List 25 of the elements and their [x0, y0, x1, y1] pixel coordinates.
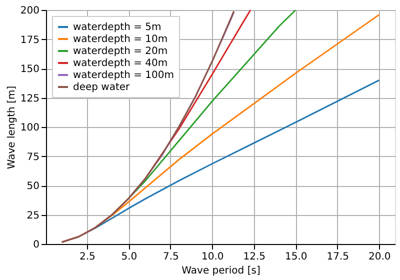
legend-label: waterdepth = 40m: [73, 58, 168, 69]
legend-label: waterdepth = 5m: [73, 22, 162, 33]
legend-label: waterdepth = 10m: [73, 34, 168, 45]
y-tick-label: 125: [20, 93, 40, 104]
y-tick-label: 100: [20, 122, 40, 134]
legend-label: waterdepth = 20m: [73, 46, 168, 57]
x-tick-label: 10.0: [202, 252, 224, 262]
y-tick-label: 0: [33, 240, 40, 250]
x-axis-title: Wave period [s]: [182, 266, 260, 276]
x-tick-label: 15.0: [285, 252, 308, 262]
y-tick-label: 200: [20, 6, 40, 16]
y-tick-label: 25: [26, 210, 40, 222]
y-tick-label: 75: [26, 152, 40, 163]
x-tick-label: 2.5: [79, 252, 96, 262]
x-tick-label: 20.0: [368, 252, 391, 262]
legend-label: waterdepth = 100m: [73, 70, 174, 81]
y-axis-title: Wave length [m]: [6, 86, 18, 170]
x-tick-label: 5.0: [121, 252, 138, 262]
x-tick-label: 17.5: [326, 252, 350, 262]
y-tick-label: 175: [20, 34, 40, 46]
legend-label: deep water: [73, 82, 131, 93]
y-tick-label: 50: [26, 181, 40, 192]
y-tick-label: 150: [20, 64, 40, 75]
x-tick-label: 12.5: [243, 252, 266, 262]
x-tick-label: 7.5: [162, 252, 179, 262]
